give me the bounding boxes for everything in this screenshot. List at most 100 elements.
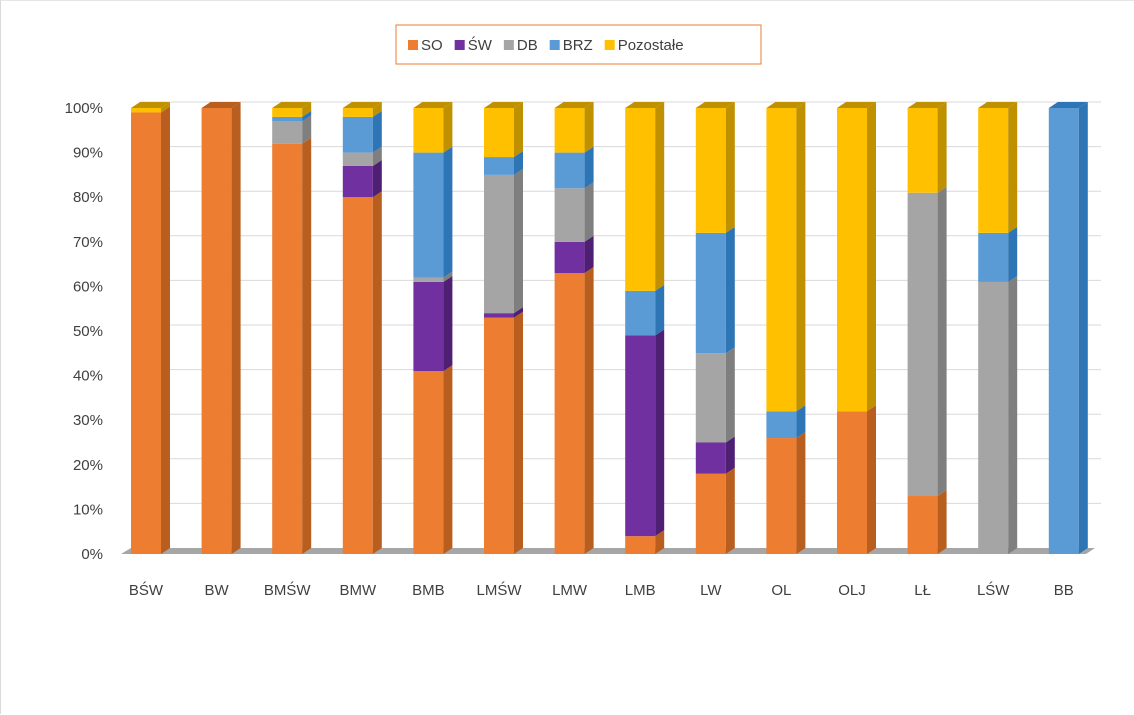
- x-tick-label: OL: [771, 582, 791, 599]
- legend-item: ŚW: [454, 36, 493, 54]
- bar-segment: [342, 159, 382, 198]
- legend-item: DB: [503, 37, 538, 54]
- y-tick-label: 100%: [65, 100, 103, 117]
- bar-segment: [484, 307, 523, 318]
- bar-segment: [837, 405, 876, 554]
- bar-segment: [837, 102, 876, 412]
- legend-label: ŚW: [468, 36, 493, 54]
- x-tick-label: BB: [1054, 582, 1074, 599]
- bar-segment: [978, 226, 1018, 282]
- bar-segment: [554, 267, 594, 554]
- bar-segment: [131, 102, 170, 113]
- y-tick-label: 70%: [73, 234, 103, 251]
- bar-segment: [625, 329, 665, 537]
- bar-segment: [272, 102, 312, 117]
- bar-segment: [907, 102, 947, 193]
- bar-segment: [695, 467, 735, 554]
- bar-segment: [413, 102, 453, 153]
- bar-segment: [695, 436, 735, 474]
- legend-swatch: [604, 40, 615, 50]
- bar-column: [554, 102, 594, 554]
- y-tick-label: 0%: [81, 546, 103, 563]
- bar-segment: [554, 146, 594, 189]
- legend-item: SO: [408, 37, 443, 54]
- bar-segment: [554, 102, 594, 153]
- bar-column: [766, 102, 806, 554]
- bar-segment: [484, 311, 523, 554]
- x-tick-label: BMW: [339, 582, 377, 599]
- y-tick-label: 30%: [73, 412, 103, 429]
- bar-segment: [342, 102, 382, 117]
- legend-swatch: [549, 40, 560, 50]
- x-tick-label: LMŚW: [477, 581, 523, 599]
- bar-segment: [625, 102, 665, 291]
- bar-segment: [272, 115, 312, 144]
- bar-column: [837, 102, 876, 554]
- bar-segment: [695, 226, 735, 354]
- x-tick-label: BW: [205, 582, 230, 599]
- bar-segment: [978, 102, 1018, 233]
- bar-top: [837, 102, 876, 108]
- y-tick-label: 10%: [73, 501, 103, 518]
- bar-segment: [625, 530, 665, 554]
- bar-top: [1048, 102, 1088, 108]
- legend: SO ŚW DB BRZ Pozostałe: [395, 24, 762, 65]
- bar-segment: [413, 271, 453, 282]
- y-tick-label: 20%: [73, 457, 103, 474]
- bars: [131, 102, 1088, 555]
- bar-segment: [907, 186, 947, 497]
- bar-segment: [131, 106, 170, 555]
- y-tick-label: 90%: [73, 145, 103, 162]
- bar-top: [342, 102, 382, 108]
- legend-label: SO: [421, 37, 443, 54]
- bar-segment: [907, 490, 947, 554]
- bar-top: [484, 102, 523, 108]
- legend-swatch: [454, 40, 465, 50]
- bar-top: [413, 102, 453, 108]
- bar-segment: [413, 275, 453, 372]
- bar-segment: [342, 191, 382, 554]
- bar-segment: [484, 168, 523, 314]
- x-axis: BŚW BW BMŚW BMW BMB LMŚW LMW LMB LW OL OLJ LŁ LŚW BB: [129, 581, 1074, 599]
- bar-segment: [342, 146, 382, 166]
- y-axis: 0% 10% 20% 30% 40% 50% 60% 70% 80% 90% 100%: [65, 100, 103, 563]
- bar-top: [978, 102, 1018, 108]
- bar-column: [342, 102, 382, 554]
- bar-top: [907, 102, 947, 108]
- bar-column: [131, 102, 170, 555]
- bar-top: [695, 102, 735, 108]
- legend-label: DB: [517, 37, 538, 54]
- bar-segment: [201, 102, 241, 554]
- bar-column: [978, 102, 1018, 554]
- y-tick-label: 40%: [73, 368, 103, 385]
- legend-swatch: [408, 40, 418, 50]
- legend-item: BRZ: [549, 37, 593, 54]
- bar-segment: [554, 182, 594, 242]
- bar-top: [625, 102, 665, 108]
- bar-column: [272, 102, 312, 554]
- bar-segment: [695, 347, 735, 443]
- bar-segment: [625, 284, 665, 336]
- legend-swatch: [503, 40, 514, 50]
- bar-column: [695, 102, 735, 554]
- bar-top: [766, 102, 806, 108]
- y-tick-label: 60%: [73, 278, 103, 295]
- bar-segment: [413, 365, 453, 554]
- bar-column: [484, 102, 523, 554]
- x-tick-label: LW: [700, 582, 722, 599]
- bar-top: [201, 102, 241, 108]
- chart-floor: [121, 548, 1095, 554]
- y-tick-label: 50%: [73, 323, 103, 340]
- bar-segment: [695, 102, 735, 233]
- bar-top: [554, 102, 594, 108]
- x-tick-label: LŁ: [914, 582, 931, 599]
- x-tick-label: BMB: [412, 582, 445, 599]
- bar-top: [272, 102, 312, 108]
- x-tick-label: BMŚW: [264, 581, 312, 599]
- bar-segment: [272, 110, 312, 122]
- x-tick-label: LŚW: [977, 581, 1010, 599]
- bar-segment: [484, 151, 523, 175]
- bar-column: [1048, 102, 1088, 554]
- bar-segment: [766, 432, 806, 554]
